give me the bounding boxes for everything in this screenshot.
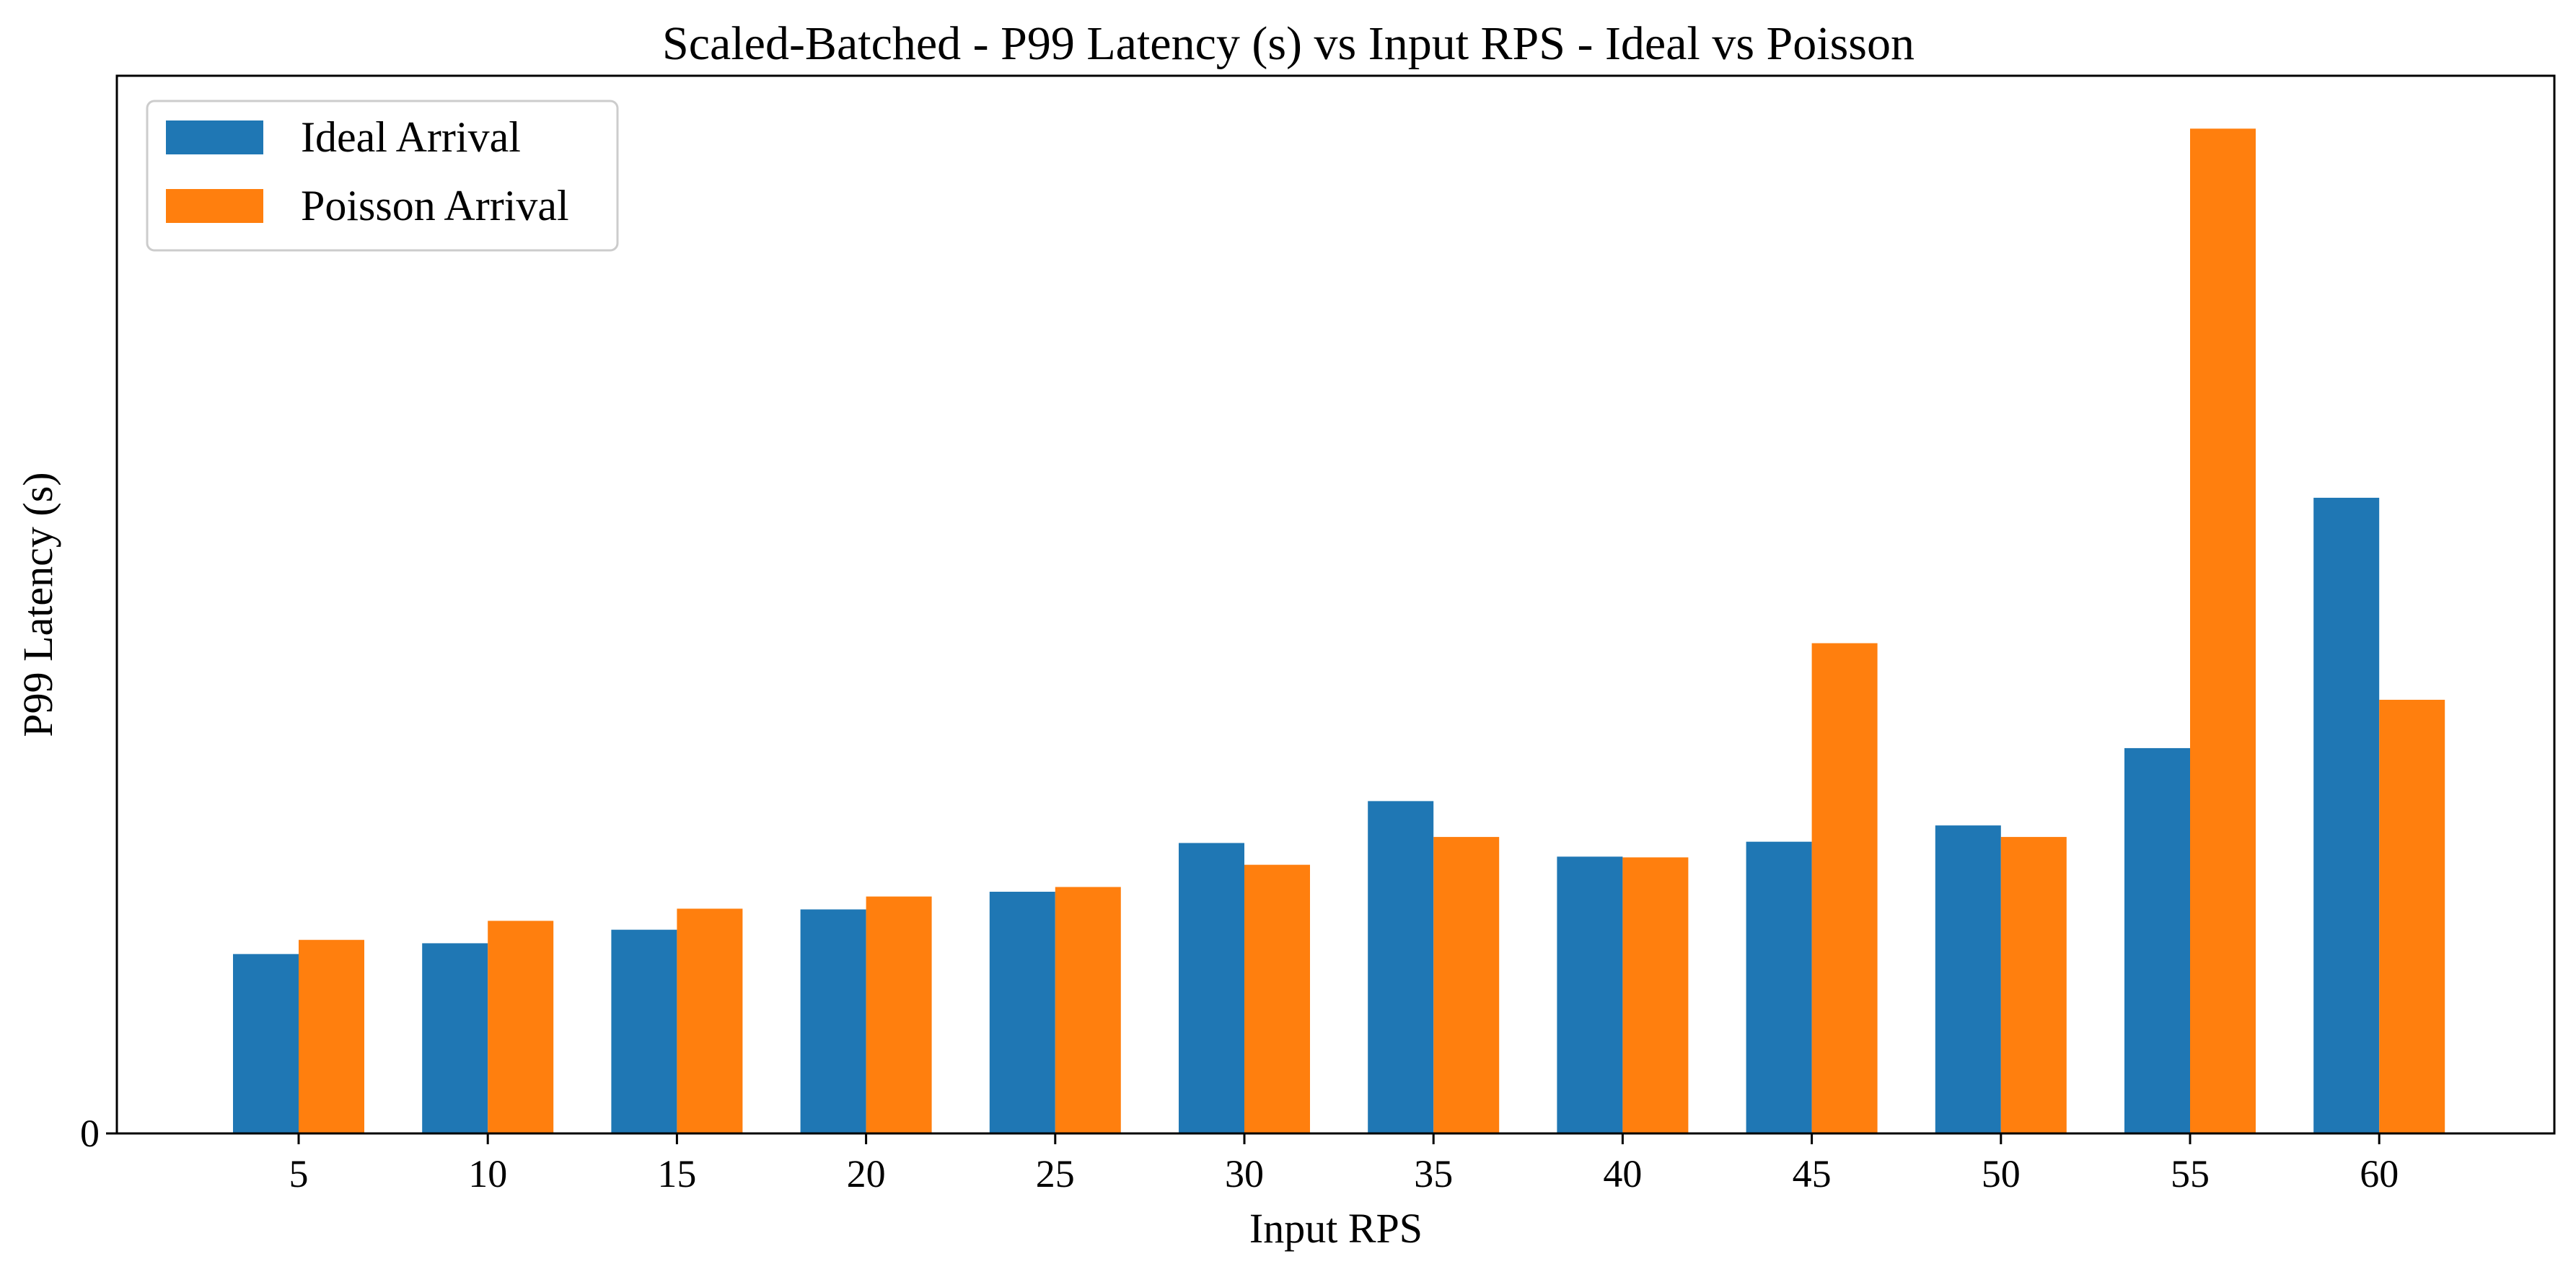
bar-poisson-15 <box>677 908 743 1133</box>
chart-title: Scaled-Batched - P99 Latency (s) vs Inpu… <box>662 17 1915 70</box>
bar-poisson-45 <box>1811 643 1878 1133</box>
x-tick-label-30: 30 <box>1225 1152 1264 1195</box>
bar-poisson-40 <box>1622 857 1689 1133</box>
bar-poisson-30 <box>1244 864 1310 1133</box>
bar-ideal-40 <box>1557 856 1623 1133</box>
x-ticks-group: 5 10 15 20 25 30 35 40 45 50 55 60 <box>289 1133 2399 1195</box>
x-tick-label-45: 45 <box>1793 1152 1832 1195</box>
bar-poisson-10 <box>488 921 554 1133</box>
x-tick-label-5: 5 <box>289 1152 309 1195</box>
plot-frame <box>115 74 2556 1135</box>
x-tick-label-15: 15 <box>657 1152 696 1195</box>
bar-poisson-35 <box>1433 837 1500 1133</box>
x-axis-label: Input RPS <box>1249 1205 1423 1252</box>
bar-ideal-50 <box>1935 825 2001 1133</box>
bar-ideal-55 <box>2124 747 2190 1133</box>
bar-poisson-20 <box>866 896 932 1133</box>
bar-ideal-15 <box>611 929 677 1133</box>
legend: Ideal Arrival Poisson Arrival <box>146 100 619 252</box>
bar-ideal-5 <box>233 954 299 1133</box>
bar-poisson-25 <box>1055 887 1121 1133</box>
x-tick-label-50: 50 <box>1982 1152 2021 1195</box>
bar-poisson-60 <box>2379 699 2445 1133</box>
x-tick-label-25: 25 <box>1036 1152 1075 1195</box>
legend-frame <box>146 100 619 252</box>
x-tick-label-40: 40 <box>1603 1152 1642 1195</box>
bar-poisson-5 <box>299 939 364 1133</box>
y-ticks-group: 0 <box>80 1112 117 1155</box>
legend-label-ideal: Ideal Arrival <box>301 113 521 161</box>
legend-label-poisson: Poisson Arrival <box>301 182 569 229</box>
bar-ideal-30 <box>1179 843 1244 1133</box>
bar-poisson-50 <box>2000 837 2067 1133</box>
bars-group <box>233 128 2445 1133</box>
bar-ideal-35 <box>1368 801 1434 1133</box>
bar-poisson-55 <box>2190 128 2256 1133</box>
bar-ideal-60 <box>2313 497 2380 1133</box>
x-tick-label-35: 35 <box>1414 1152 1453 1195</box>
x-tick-label-55: 55 <box>2171 1152 2210 1195</box>
y-axis-label: P99 Latency (s) <box>14 472 61 737</box>
legend-swatch-ideal <box>166 120 263 154</box>
x-tick-label-20: 20 <box>847 1152 886 1195</box>
bar-ideal-10 <box>422 943 488 1133</box>
y-tick-label-0: 0 <box>80 1112 100 1155</box>
bar-ideal-45 <box>1746 841 1812 1133</box>
bar-ideal-25 <box>989 892 1055 1133</box>
bar-ideal-20 <box>800 909 866 1133</box>
x-tick-label-10: 10 <box>468 1152 507 1195</box>
x-tick-label-60: 60 <box>2360 1152 2399 1195</box>
legend-swatch-poisson <box>166 189 263 223</box>
